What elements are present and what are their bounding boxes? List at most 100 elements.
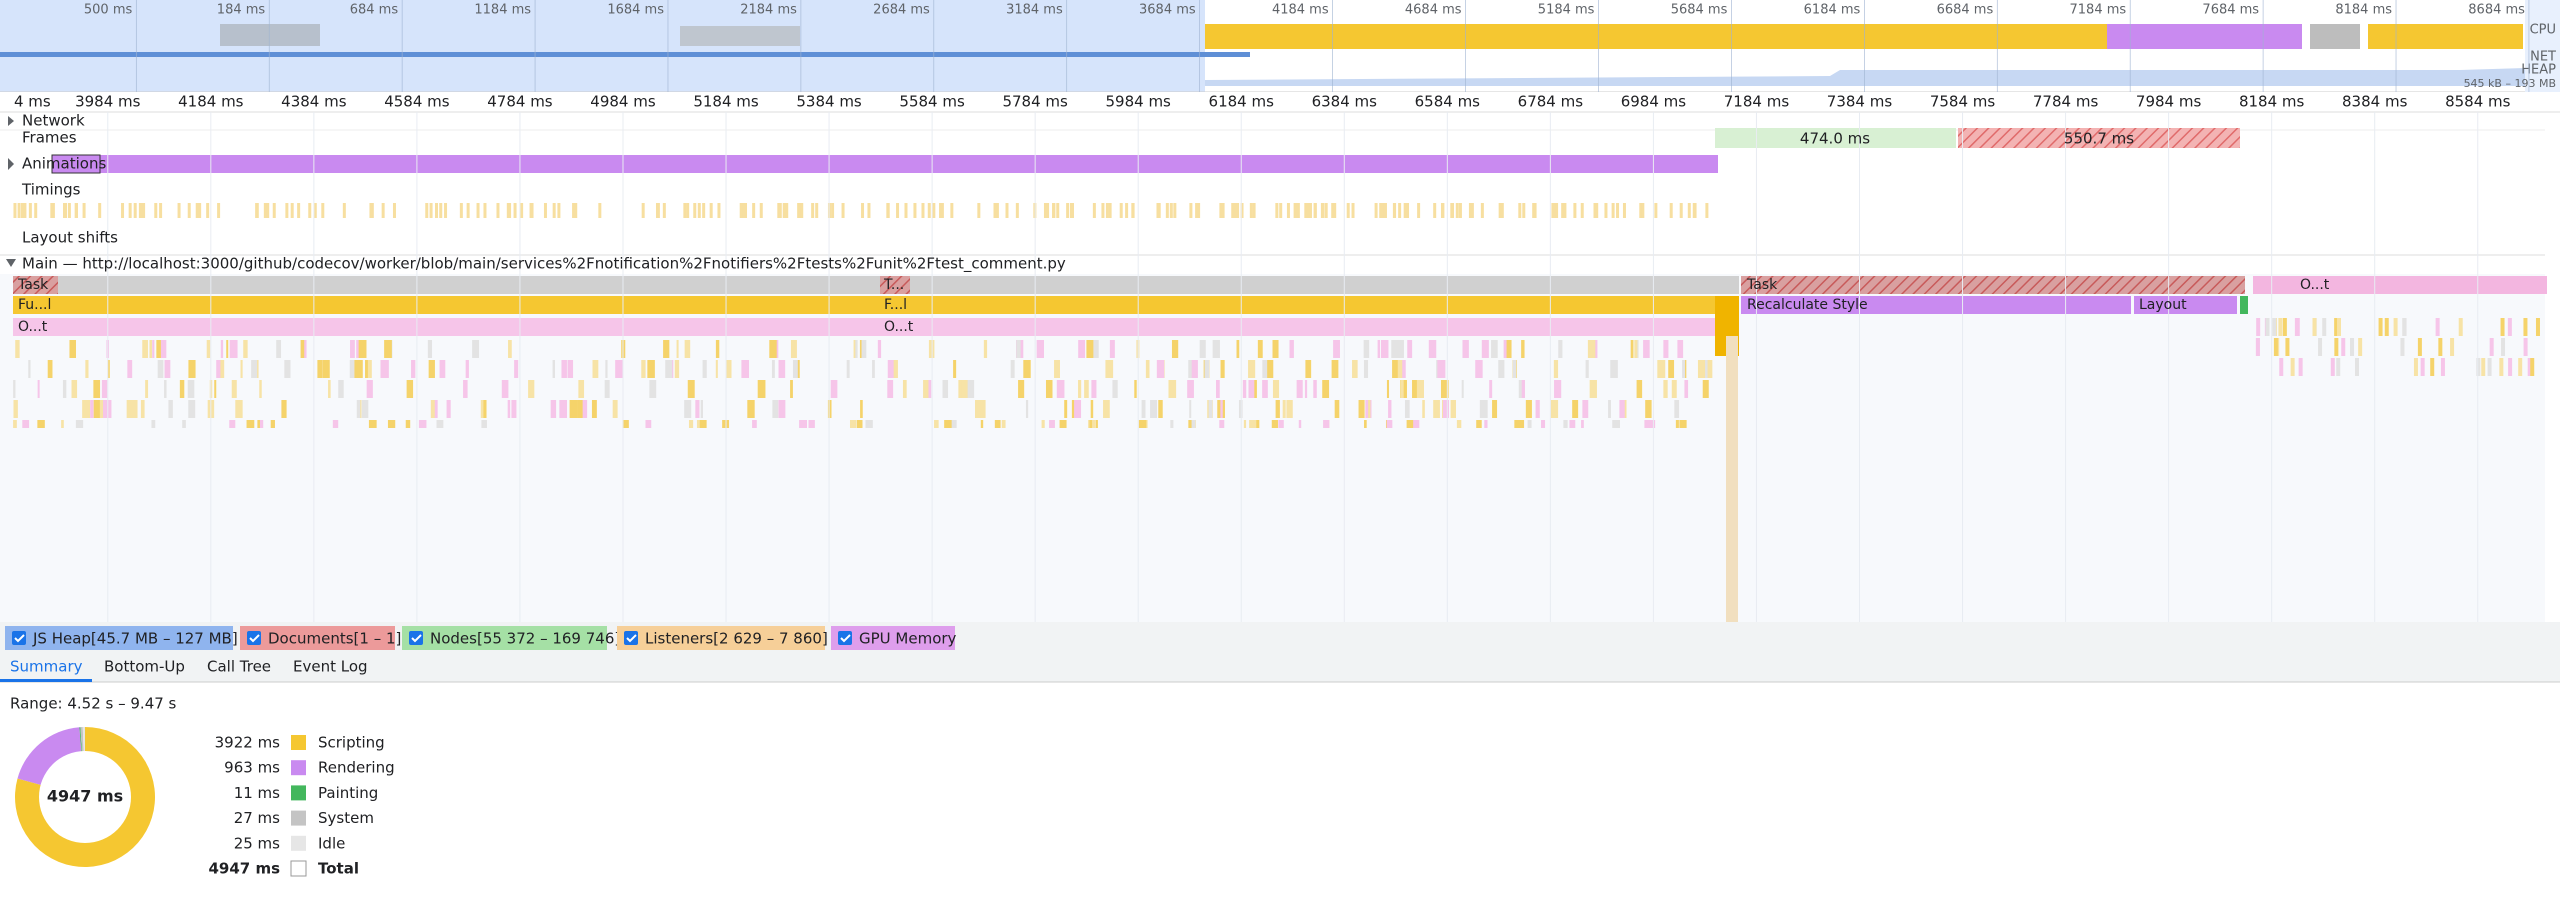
expand-arrow[interactable] — [8, 158, 14, 170]
checkbox[interactable] — [247, 631, 261, 645]
flame-slice — [361, 400, 369, 418]
flame-slice — [2523, 318, 2528, 336]
flame-slice — [1191, 420, 1196, 428]
flame-slice — [855, 340, 858, 358]
summary-value: 25 ms — [234, 834, 280, 852]
flame-slice — [1440, 380, 1449, 398]
flame-slice — [281, 400, 287, 418]
flame-slice — [1171, 340, 1179, 358]
track-label[interactable]: Frames — [22, 129, 77, 147]
checkbox[interactable] — [12, 631, 26, 645]
memory-chip[interactable] — [240, 626, 395, 650]
paint[interactable] — [2240, 296, 2248, 314]
event-bar[interactable] — [2253, 276, 2547, 294]
long-task[interactable] — [880, 276, 910, 294]
timing-mark — [1046, 203, 1050, 218]
flame-slice — [2440, 358, 2445, 376]
timing-mark — [483, 203, 487, 218]
timing-mark — [1052, 203, 1056, 218]
flame-slice — [1220, 360, 1225, 378]
function-bar[interactable] — [13, 296, 1715, 314]
overview-tick: 5184 ms — [1538, 3, 1595, 18]
flame-slice — [37, 420, 45, 428]
timing-mark — [425, 203, 429, 218]
flame-slice — [368, 420, 377, 428]
task-bar[interactable] — [13, 276, 1739, 294]
timing-mark — [1108, 203, 1112, 218]
flame-slice — [15, 340, 20, 358]
flame-slice — [2298, 358, 2303, 376]
timing-mark — [20, 203, 24, 218]
track-label[interactable]: Timings — [21, 181, 81, 199]
expand-arrow[interactable] — [6, 259, 16, 267]
timing-mark — [369, 203, 373, 218]
tab[interactable]: Bottom-Up — [104, 658, 185, 676]
timing-mark — [1406, 203, 1410, 218]
tab[interactable]: Call Tree — [207, 658, 271, 676]
timing-mark — [1056, 203, 1060, 218]
flame-slice — [28, 360, 31, 378]
timing-mark — [1692, 203, 1696, 218]
frame[interactable] — [1715, 128, 1956, 148]
ruler-tick: 5984 ms — [1106, 93, 1172, 111]
timing-mark — [496, 203, 500, 218]
animation-bar[interactable] — [54, 155, 1718, 173]
timing-mark — [23, 203, 27, 218]
frame-dropped[interactable] — [1958, 128, 2240, 148]
flame-slice — [1045, 380, 1053, 398]
flame-slice — [757, 380, 766, 398]
summary-value: 3922 ms — [215, 734, 281, 752]
flame-slice — [85, 360, 89, 378]
track-label[interactable]: Network — [22, 112, 85, 130]
expand-arrow[interactable] — [8, 116, 14, 126]
flame-slice — [1456, 420, 1462, 428]
flame-slice — [75, 420, 84, 428]
flame-slice — [579, 400, 588, 418]
memory-chip[interactable] — [617, 626, 825, 650]
timing-mark — [195, 203, 199, 218]
long-task[interactable] — [13, 276, 58, 294]
flame-slice — [569, 400, 578, 418]
timing-mark — [513, 203, 517, 218]
flame-slice — [1262, 360, 1269, 378]
timing-mark — [1043, 203, 1047, 218]
memory-chip[interactable] — [402, 626, 607, 650]
timing-mark — [1219, 203, 1223, 218]
long-task[interactable] — [1741, 276, 2245, 294]
flame-slice — [688, 420, 694, 428]
event-bar[interactable] — [13, 318, 1715, 336]
flame-slice — [322, 360, 330, 378]
checkbox[interactable] — [838, 631, 852, 645]
overview-tick: 500 ms — [84, 3, 133, 18]
tab[interactable]: Event Log — [293, 658, 368, 676]
timing-mark — [811, 203, 815, 218]
flame-slice — [676, 340, 679, 358]
track-label[interactable]: Main — http://localhost:3000/github/code… — [22, 255, 1066, 274]
layout[interactable] — [2134, 296, 2237, 314]
flame-slice — [645, 420, 652, 428]
flame-slice — [1554, 380, 1562, 398]
flame-slice — [1380, 340, 1389, 358]
flame-slice — [1644, 420, 1652, 428]
timing-mark — [815, 203, 819, 218]
timing-mark — [444, 203, 448, 218]
flame-slice — [381, 360, 389, 378]
track-label[interactable]: Animations — [22, 155, 106, 173]
recalc-style[interactable] — [1741, 296, 2131, 314]
animations-label-bg — [51, 154, 101, 174]
flame-slice — [1236, 340, 1240, 358]
flame-slice — [220, 340, 224, 358]
checkbox[interactable] — [624, 631, 638, 645]
flame-slice — [107, 400, 112, 418]
summary-swatch — [291, 785, 306, 801]
memory-chip[interactable] — [5, 626, 233, 650]
checkbox[interactable] — [409, 631, 423, 645]
flame-slice — [1476, 420, 1482, 428]
flame-slice — [1304, 380, 1308, 398]
flame-slice — [2330, 358, 2335, 376]
memory-label: GPU Memory — [859, 630, 957, 648]
tab[interactable]: Summary — [10, 658, 83, 676]
flame-slice — [380, 360, 385, 378]
track-label[interactable]: Layout shifts — [22, 229, 118, 247]
flame-slice — [1252, 380, 1257, 398]
